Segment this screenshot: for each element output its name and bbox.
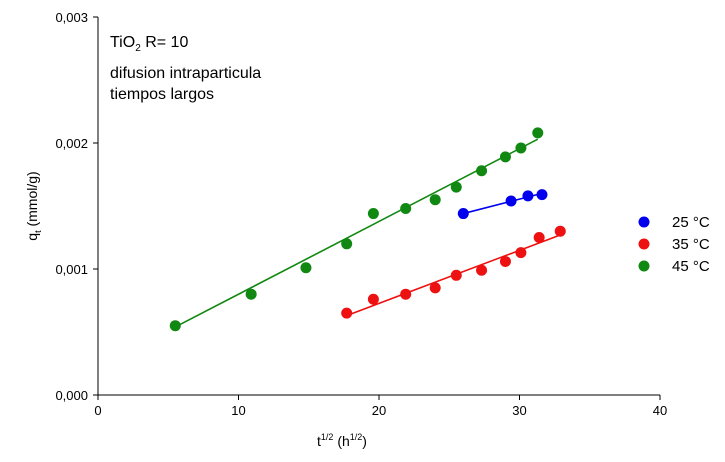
- data-point-25-c: [457, 208, 469, 220]
- data-point-45-c: [476, 165, 488, 177]
- annotation-line-3: tiempos largos: [110, 86, 214, 103]
- x-tick-label: 40: [653, 403, 667, 418]
- x-tick-label: 20: [372, 403, 386, 418]
- data-point-35-c: [450, 269, 462, 281]
- ticks: 0 10 20 30 40 0,000 0,001 0,002 0,003: [55, 10, 667, 418]
- data-point-35-c: [533, 232, 545, 243]
- data-point-35-c: [367, 293, 379, 305]
- x-tick-label: 0: [94, 403, 101, 418]
- data-point-45-c: [429, 194, 441, 206]
- data-point-35-c: [341, 307, 353, 319]
- x-tick-label: 10: [231, 403, 245, 418]
- data-point-45-c: [499, 151, 511, 163]
- data-point-45-c: [367, 208, 379, 220]
- data-point-35-c: [554, 225, 566, 237]
- y-tick-label: 0,000: [55, 388, 88, 403]
- data-point-45-c: [245, 288, 257, 300]
- legend-label-35-c: 35 °C: [672, 236, 710, 253]
- data-points: [169, 127, 566, 332]
- data-point-45-c: [515, 142, 527, 154]
- fit-lines: [174, 138, 561, 328]
- data-point-45-c: [400, 203, 412, 215]
- data-point-35-c: [400, 288, 412, 300]
- data-point-45-c: [169, 320, 181, 332]
- data-point-35-c: [515, 247, 527, 259]
- annotation-line-2: difusion intraparticula: [110, 65, 261, 82]
- data-point-25-c: [522, 190, 534, 202]
- y-tick-label: 0,002: [55, 136, 88, 151]
- legend: 25 °C 35 °C 45 °C: [638, 214, 710, 275]
- legend-label-25-c: 25 °C: [672, 214, 710, 231]
- legend-marker-45-c: [638, 260, 650, 272]
- data-point-25-c: [505, 195, 517, 207]
- data-point-45-c: [450, 181, 462, 193]
- x-tick-label: 30: [512, 403, 526, 418]
- y-tick-label: 0,003: [55, 10, 88, 25]
- data-point-35-c: [499, 255, 511, 267]
- legend-label-45-c: 45 °C: [672, 258, 710, 275]
- data-point-45-c: [532, 127, 544, 139]
- y-axis-title: qt (mmol/g): [24, 171, 43, 240]
- data-point-45-c: [341, 238, 353, 250]
- data-point-35-c: [429, 282, 441, 294]
- legend-marker-25-c: [638, 216, 650, 228]
- legend-marker-35-c: [638, 238, 650, 250]
- annotation-line-1: TiO2 R= 10: [110, 34, 188, 54]
- data-point-25-c: [536, 189, 548, 201]
- y-tick-label: 0,001: [55, 262, 88, 277]
- data-point-35-c: [476, 264, 488, 276]
- data-point-45-c: [300, 262, 312, 274]
- x-axis-title: t1/2 (h1/2): [317, 432, 367, 449]
